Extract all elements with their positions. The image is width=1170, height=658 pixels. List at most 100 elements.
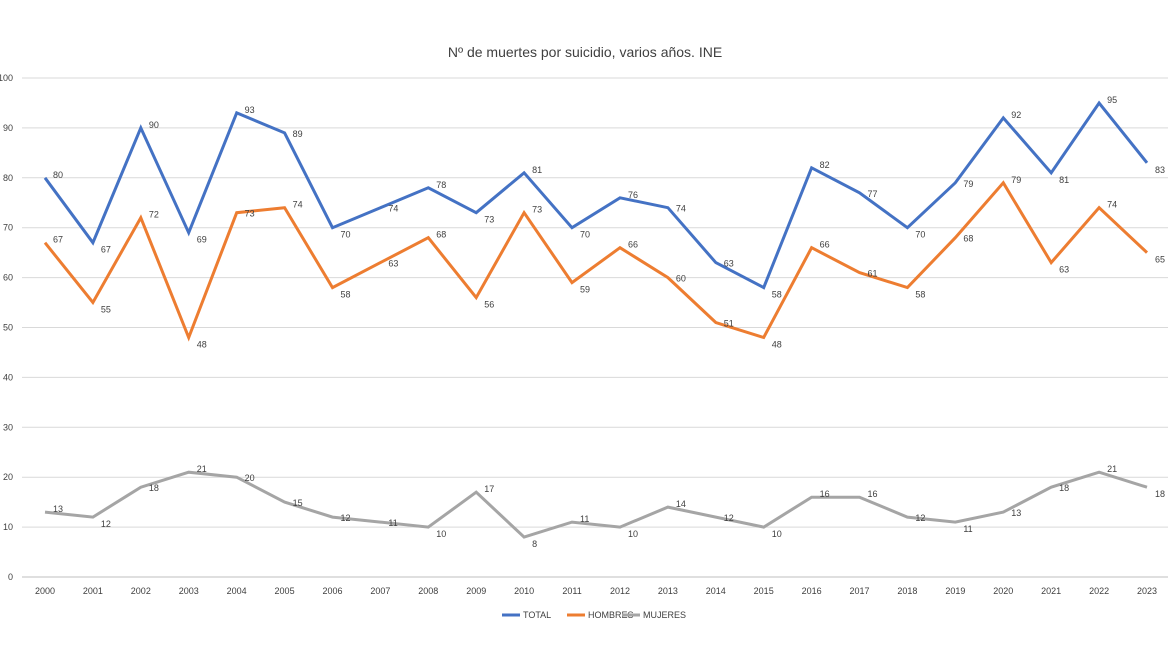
data-label: 89 bbox=[293, 129, 303, 139]
data-label: 61 bbox=[868, 269, 878, 279]
data-label: 20 bbox=[245, 473, 255, 483]
data-label: 80 bbox=[53, 170, 63, 180]
data-label: 83 bbox=[1155, 165, 1165, 175]
data-label: 69 bbox=[197, 235, 207, 245]
data-label: 8 bbox=[532, 539, 537, 549]
series-line-total bbox=[43, 100, 1149, 290]
y-tick-label: 70 bbox=[3, 223, 13, 233]
x-tick-label: 2017 bbox=[850, 586, 870, 596]
data-label: 68 bbox=[963, 234, 973, 244]
data-label: 48 bbox=[772, 339, 782, 349]
axes: 0 10 20 30 40 50 60 70 80 90 100 2000 2001 2002 2003 20… bbox=[0, 73, 1168, 596]
data-labels: 80 67 90 69 93 89 70 74 78 73 81 70 76 74 63 58 82 77 70 79… bbox=[53, 95, 1165, 549]
data-label: 81 bbox=[532, 165, 542, 175]
y-tick-label: 50 bbox=[3, 323, 13, 333]
data-label: 13 bbox=[1011, 508, 1021, 518]
data-label: 56 bbox=[484, 300, 494, 310]
data-label: 10 bbox=[436, 529, 446, 539]
x-tick-label: 2020 bbox=[993, 586, 1013, 596]
legend: TOTAL HOMBRES MUJERES bbox=[502, 610, 686, 620]
data-label: 21 bbox=[197, 464, 207, 474]
data-label: 14 bbox=[676, 499, 686, 509]
x-tick-label: 2004 bbox=[227, 586, 247, 596]
data-label: 95 bbox=[1107, 95, 1117, 105]
x-tick-label: 2015 bbox=[754, 586, 774, 596]
data-label: 79 bbox=[963, 179, 973, 189]
data-label: 70 bbox=[915, 230, 925, 240]
data-label: 10 bbox=[772, 529, 782, 539]
x-tick-label: 2000 bbox=[35, 586, 55, 596]
data-label: 18 bbox=[1059, 483, 1069, 493]
x-tick-label: 2023 bbox=[1137, 586, 1157, 596]
x-tick-label: 2005 bbox=[275, 586, 295, 596]
y-tick-label: 100 bbox=[0, 73, 13, 83]
data-label: 92 bbox=[1011, 110, 1021, 120]
data-label: 17 bbox=[484, 484, 494, 494]
data-label: 48 bbox=[197, 339, 207, 349]
x-tick-label: 2013 bbox=[658, 586, 678, 596]
x-tick-label: 2016 bbox=[802, 586, 822, 596]
data-label: 65 bbox=[1155, 255, 1165, 265]
x-tick-label: 2021 bbox=[1041, 586, 1061, 596]
legend-label-total: TOTAL bbox=[523, 610, 551, 620]
data-label: 12 bbox=[101, 519, 111, 529]
x-tick-label: 2007 bbox=[370, 586, 390, 596]
data-label: 58 bbox=[340, 290, 350, 300]
data-label: 21 bbox=[1107, 464, 1117, 474]
data-label: 12 bbox=[340, 513, 350, 523]
x-tick-label: 2022 bbox=[1089, 586, 1109, 596]
data-label: 18 bbox=[149, 483, 159, 493]
data-label: 74 bbox=[676, 204, 686, 214]
data-label: 12 bbox=[915, 513, 925, 523]
x-tick-label: 2014 bbox=[706, 586, 726, 596]
data-label: 67 bbox=[53, 235, 63, 245]
data-label: 18 bbox=[1155, 489, 1165, 499]
y-tick-label: 20 bbox=[3, 472, 13, 482]
x-tick-label: 2018 bbox=[897, 586, 917, 596]
data-label: 90 bbox=[149, 120, 159, 130]
x-tick-label: 2009 bbox=[466, 586, 486, 596]
x-tick-label: 2001 bbox=[83, 586, 103, 596]
x-tick-label: 2011 bbox=[562, 586, 581, 596]
data-label: 79 bbox=[1011, 175, 1021, 185]
data-label: 74 bbox=[1107, 200, 1117, 210]
legend-label-hombres: HOMBRES bbox=[588, 610, 634, 620]
chart-title: Nº de muertes por suicidio, varios años.… bbox=[447, 44, 723, 60]
data-label: 82 bbox=[820, 160, 830, 170]
data-label: 66 bbox=[628, 240, 638, 250]
data-label: 51 bbox=[724, 319, 734, 329]
data-label: 93 bbox=[245, 105, 255, 115]
x-tick-label: 2003 bbox=[179, 586, 199, 596]
data-label: 70 bbox=[340, 230, 350, 240]
data-label: 81 bbox=[1059, 175, 1069, 185]
data-label: 78 bbox=[436, 180, 446, 190]
x-tick-label: 2012 bbox=[610, 586, 630, 596]
data-label: 73 bbox=[484, 215, 494, 225]
data-label: 76 bbox=[628, 190, 638, 200]
x-tick-label: 2019 bbox=[945, 586, 965, 596]
gridlines bbox=[22, 77, 1168, 528]
data-label: 63 bbox=[388, 259, 398, 269]
data-label: 11 bbox=[580, 514, 589, 524]
data-label: 55 bbox=[101, 305, 111, 315]
y-tick-label: 40 bbox=[3, 372, 13, 382]
data-label: 70 bbox=[580, 230, 590, 240]
data-label: 63 bbox=[724, 259, 734, 269]
data-label: 59 bbox=[580, 285, 590, 295]
data-label: 15 bbox=[293, 498, 303, 508]
data-label: 73 bbox=[532, 205, 542, 215]
data-label: 67 bbox=[101, 245, 111, 255]
data-label: 58 bbox=[915, 290, 925, 300]
data-label: 66 bbox=[820, 240, 830, 250]
data-label: 74 bbox=[388, 204, 398, 214]
data-label: 63 bbox=[1059, 265, 1069, 275]
data-label: 16 bbox=[820, 489, 830, 499]
data-label: 11 bbox=[388, 518, 397, 528]
series-line-hombres bbox=[43, 180, 1149, 342]
data-label: 11 bbox=[963, 524, 972, 534]
data-label: 72 bbox=[149, 210, 159, 220]
legend-label-mujeres: MUJERES bbox=[643, 610, 686, 620]
data-label: 58 bbox=[772, 290, 782, 300]
